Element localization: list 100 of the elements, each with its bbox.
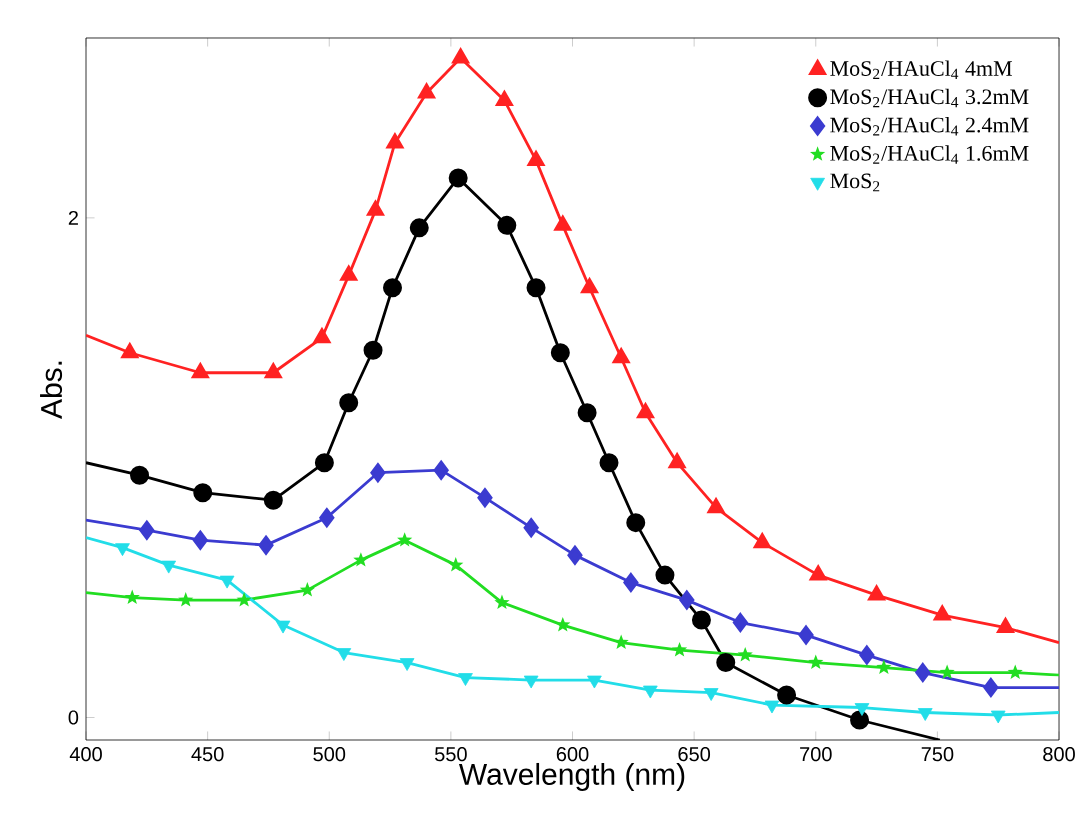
point: [859, 645, 875, 665]
point: [554, 215, 572, 231]
point: [193, 483, 213, 503]
point: [612, 348, 630, 364]
x-tick-label: 750: [921, 747, 954, 762]
point: [192, 530, 208, 550]
point: [983, 678, 999, 698]
x-tick-label: 400: [69, 747, 102, 762]
point: [339, 393, 359, 413]
point: [613, 634, 629, 650]
point: [550, 343, 570, 363]
point: [448, 168, 468, 188]
point: [497, 215, 517, 235]
point: [753, 533, 771, 549]
point: [397, 532, 413, 547]
point: [577, 403, 597, 423]
point: [668, 453, 686, 469]
point: [764, 700, 780, 714]
point: [798, 625, 814, 645]
point: [567, 545, 583, 565]
point: [313, 328, 331, 344]
point: [655, 565, 675, 585]
point: [581, 278, 598, 294]
point: [555, 617, 571, 632]
point: [191, 363, 209, 379]
point: [990, 710, 1006, 724]
point: [367, 200, 384, 216]
point: [643, 685, 658, 699]
point: [523, 675, 539, 689]
legend-label: MoS$_{2}$/HAuCl$_{4}$ 3.2mM: [830, 88, 1029, 108]
point: [130, 465, 150, 485]
x-tick-label: 650: [678, 747, 711, 762]
x-tick-label: 500: [313, 747, 346, 762]
point: [458, 673, 473, 686]
y-tick-label: 2: [68, 210, 78, 225]
point: [599, 453, 619, 473]
point: [433, 460, 449, 480]
point: [527, 150, 545, 166]
point: [1007, 664, 1023, 680]
point: [236, 592, 252, 607]
x-tick-label: 550: [435, 747, 467, 762]
point: [452, 48, 470, 64]
point: [264, 363, 282, 379]
point: [363, 340, 383, 360]
point: [691, 610, 711, 630]
point: [679, 590, 695, 610]
point: [399, 658, 415, 671]
point: [777, 685, 797, 705]
legend-label: MoS$_{2}$: [830, 173, 880, 192]
legend-label: MoS$_{2}$/HAuCl$_{4}$ 2.4mM: [830, 116, 1029, 136]
point: [263, 490, 283, 510]
point: [850, 710, 870, 730]
point: [477, 488, 493, 508]
point: [523, 518, 539, 538]
y-tick-label: 0: [68, 710, 79, 725]
x-tick-label: 600: [556, 747, 589, 762]
point: [939, 664, 955, 680]
point: [386, 133, 404, 149]
point: [258, 535, 274, 555]
point: [161, 560, 177, 574]
point: [707, 498, 725, 514]
point: [275, 620, 291, 634]
x-tick-label: 800: [1043, 747, 1075, 762]
point: [370, 463, 386, 483]
point: [495, 90, 513, 106]
point: [876, 659, 892, 675]
point: [124, 589, 140, 605]
point: [732, 613, 748, 633]
point: [716, 653, 736, 673]
legend-label: MoS$_{2}$/HAuCl$_{4}$ 4mM: [830, 60, 1013, 79]
point: [737, 647, 753, 662]
point: [448, 557, 464, 572]
point: [626, 513, 646, 533]
point: [314, 453, 334, 473]
point: [637, 403, 654, 419]
point: [808, 654, 824, 670]
point: [854, 703, 870, 716]
point: [121, 343, 139, 359]
point: [587, 675, 602, 689]
point: [219, 575, 235, 589]
point: [494, 594, 510, 610]
legend-label: MoS$_{2}$/HAuCl$_{4}$ 1.6mM: [830, 145, 1029, 164]
point: [418, 83, 435, 99]
x-tick-label: 700: [800, 747, 832, 762]
point: [299, 582, 315, 597]
point: [703, 688, 719, 701]
point: [623, 573, 639, 593]
point: [383, 278, 402, 298]
point: [139, 520, 155, 540]
point: [526, 278, 546, 298]
point: [997, 618, 1014, 634]
y-axis-title: Abs.: [40, 361, 63, 419]
x-tick-label: 450: [191, 747, 224, 762]
point: [319, 508, 335, 528]
point: [409, 218, 429, 238]
point: [336, 648, 352, 661]
point: [915, 663, 931, 683]
point: [340, 265, 358, 281]
point: [671, 642, 688, 657]
point: [353, 552, 369, 567]
